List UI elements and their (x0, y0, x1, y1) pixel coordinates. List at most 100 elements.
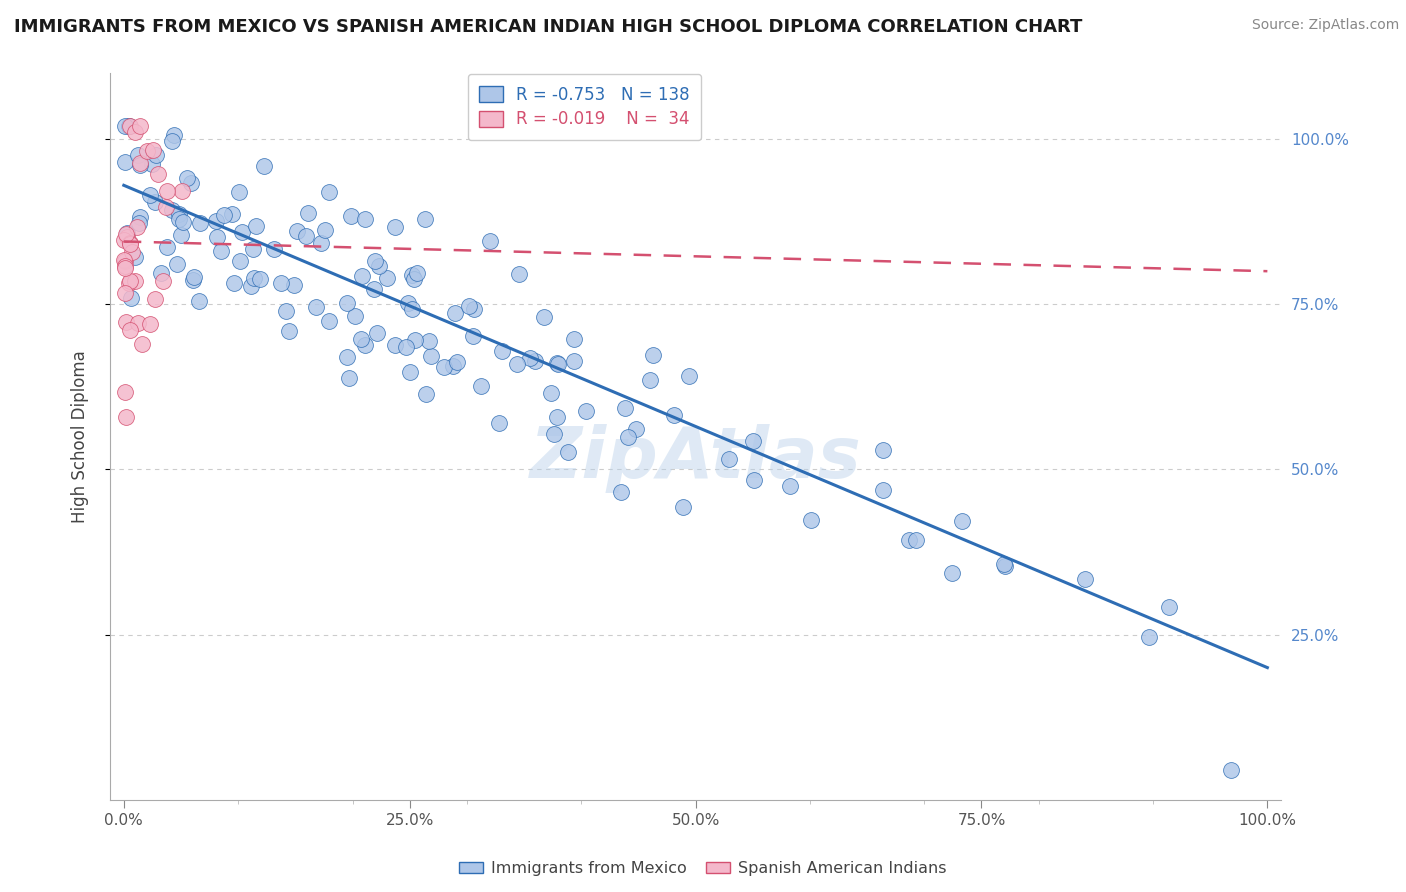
Point (366, 326, 388, 340)
Point (114, 254, 136, 268)
Point (543, 427, 565, 442)
Point (352, 268, 374, 283)
Point (205, 230, 228, 244)
Point (872, 443, 894, 458)
Point (221, 207, 243, 221)
Point (249, 271, 271, 285)
Point (461, 328, 484, 343)
Point (145, 292, 167, 306)
Point (950, 514, 973, 528)
Point (115, 227, 138, 241)
Point (470, 379, 492, 393)
Point (491, 343, 513, 358)
Point (350, 332, 373, 346)
Point (546, 410, 568, 425)
Point (546, 356, 568, 370)
Point (115, 409, 138, 424)
Point (463, 302, 485, 317)
Point (277, 324, 299, 338)
Text: Source: ZipAtlas.com: Source: ZipAtlas.com (1251, 18, 1399, 32)
Point (114, 119, 136, 133)
Point (295, 229, 318, 244)
Point (131, 337, 153, 351)
Point (242, 270, 264, 285)
Point (617, 430, 640, 444)
Point (120, 323, 142, 337)
Point (127, 148, 149, 162)
Point (170, 184, 193, 198)
Point (124, 250, 146, 264)
Point (160, 202, 183, 217)
Point (742, 473, 765, 487)
Point (354, 337, 377, 351)
Point (478, 234, 501, 248)
Point (318, 185, 340, 199)
Point (336, 350, 359, 364)
Point (115, 230, 138, 244)
Point (624, 421, 647, 435)
Point (139, 187, 162, 202)
Point (283, 278, 305, 293)
Point (270, 276, 292, 290)
Point (336, 295, 359, 310)
Point (993, 559, 1015, 574)
Point (118, 119, 141, 133)
Point (1219, 763, 1241, 777)
Point (519, 351, 541, 366)
Point (375, 271, 398, 285)
Point (118, 277, 141, 291)
Point (396, 296, 419, 310)
Point (446, 355, 468, 369)
Point (125, 220, 148, 235)
Point (181, 273, 204, 287)
Point (141, 157, 163, 171)
Point (368, 259, 391, 273)
Point (163, 128, 186, 142)
Point (128, 119, 150, 133)
Point (441, 359, 464, 373)
Point (112, 234, 135, 248)
Y-axis label: High School Diploma: High School Diploma (72, 350, 89, 523)
Point (118, 274, 141, 288)
Point (562, 333, 585, 347)
Point (188, 216, 211, 230)
Point (399, 365, 422, 379)
Point (672, 500, 695, 514)
Point (160, 134, 183, 148)
Point (135, 145, 157, 159)
Point (149, 266, 172, 280)
Point (613, 401, 636, 415)
Point (166, 257, 188, 271)
Text: IMMIGRANTS FROM MEXICO VS SPANISH AMERICAN INDIAN HIGH SCHOOL DIPLOMA CORRELATIO: IMMIGRANTS FROM MEXICO VS SPANISH AMERIC… (14, 18, 1083, 36)
Point (562, 354, 585, 368)
Point (779, 479, 801, 493)
Point (1074, 572, 1097, 586)
Point (458, 299, 481, 313)
Point (115, 226, 138, 240)
Point (413, 211, 436, 226)
Point (205, 213, 228, 227)
Point (311, 235, 333, 250)
Point (118, 119, 141, 133)
Point (406, 266, 429, 280)
Point (112, 252, 135, 267)
Point (228, 185, 250, 199)
Point (146, 167, 169, 181)
Point (1157, 600, 1180, 615)
Point (993, 557, 1015, 571)
Point (718, 451, 741, 466)
Point (114, 261, 136, 276)
Point (224, 277, 246, 291)
Legend: R = -0.753   N = 138, R = -0.019    N =  34: R = -0.753 N = 138, R = -0.019 N = 34 (468, 74, 702, 140)
Point (180, 176, 202, 190)
Point (231, 225, 253, 239)
Point (344, 310, 367, 324)
Point (240, 279, 263, 293)
Point (145, 148, 167, 162)
Point (121, 245, 143, 260)
Point (741, 434, 763, 448)
Point (897, 533, 920, 547)
Point (395, 340, 418, 354)
Point (114, 260, 136, 274)
Point (176, 170, 198, 185)
